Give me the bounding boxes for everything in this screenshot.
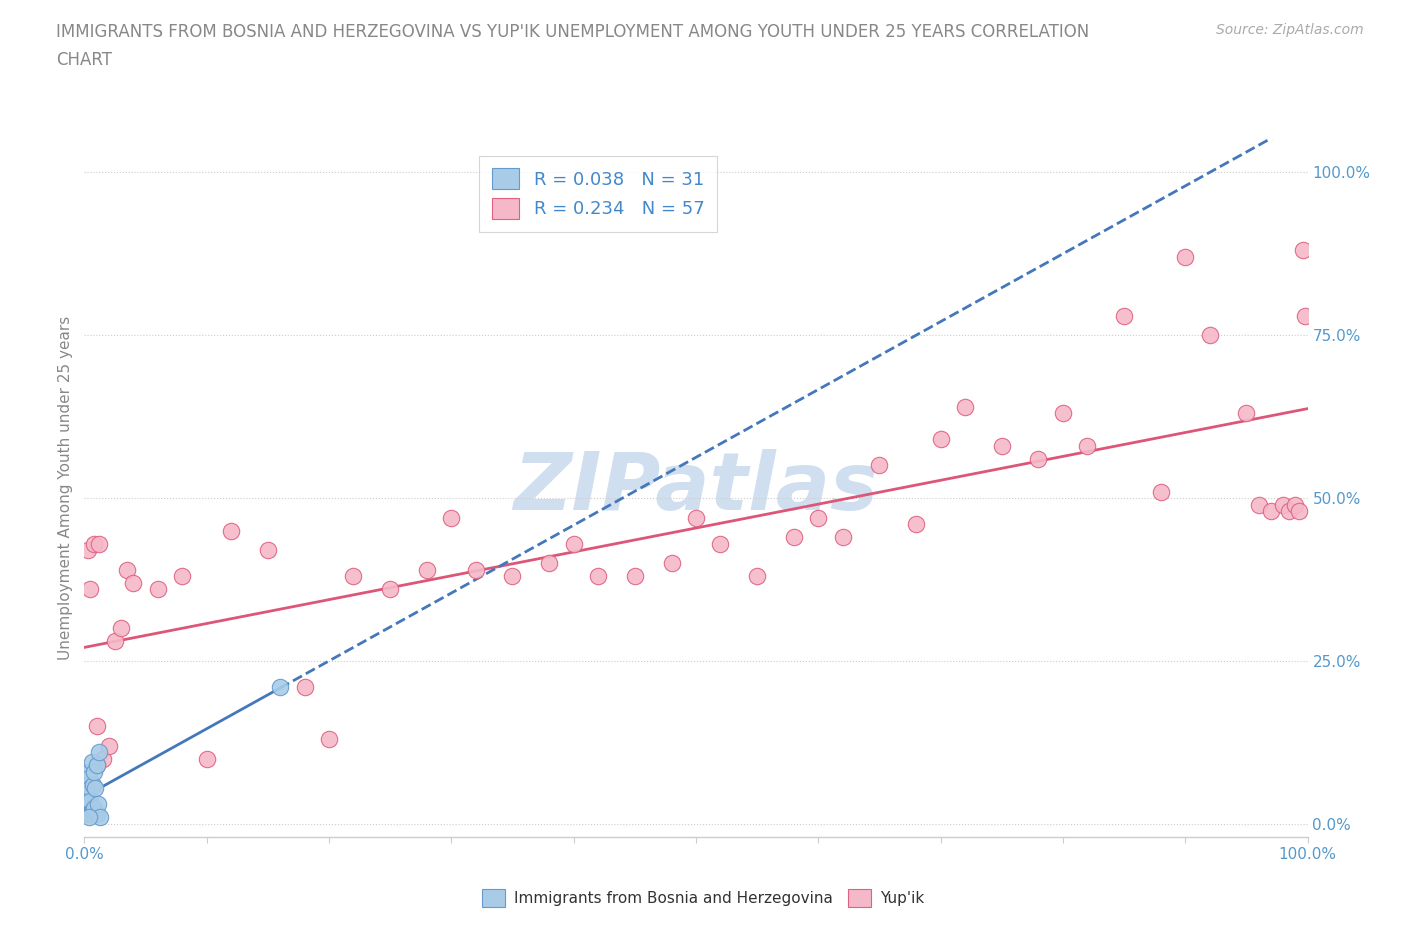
Point bbox=[1198, 327, 1220, 342]
Point bbox=[91, 751, 114, 766]
Point bbox=[1260, 504, 1282, 519]
Point bbox=[104, 634, 127, 649]
Point bbox=[1174, 249, 1197, 264]
Point bbox=[685, 511, 707, 525]
Point bbox=[1272, 498, 1295, 512]
Point bbox=[416, 563, 439, 578]
Point bbox=[1294, 308, 1316, 323]
Point bbox=[1150, 485, 1173, 499]
Point bbox=[77, 777, 100, 792]
Point bbox=[83, 537, 105, 551]
Text: Source: ZipAtlas.com: Source: ZipAtlas.com bbox=[1216, 23, 1364, 37]
Point bbox=[929, 432, 952, 446]
Point bbox=[991, 438, 1014, 453]
Point bbox=[83, 764, 105, 779]
Y-axis label: Unemployment Among Youth under 25 years: Unemployment Among Youth under 25 years bbox=[58, 316, 73, 660]
Point bbox=[195, 751, 218, 766]
Point bbox=[86, 758, 108, 773]
Point bbox=[440, 511, 463, 525]
Point bbox=[502, 569, 524, 584]
Point bbox=[586, 569, 609, 584]
Point bbox=[82, 777, 104, 792]
Point bbox=[661, 556, 683, 571]
Text: IMMIGRANTS FROM BOSNIA AND HERZEGOVINA VS YUP'IK UNEMPLOYMENT AMONG YOUTH UNDER : IMMIGRANTS FROM BOSNIA AND HERZEGOVINA V… bbox=[56, 23, 1090, 41]
Point bbox=[562, 537, 585, 551]
Point bbox=[77, 800, 100, 815]
Point bbox=[1028, 451, 1050, 466]
Point bbox=[172, 569, 194, 584]
Point bbox=[89, 810, 111, 825]
Point bbox=[79, 582, 101, 597]
Point bbox=[77, 543, 100, 558]
Point bbox=[76, 797, 98, 812]
Text: CHART: CHART bbox=[56, 51, 112, 69]
Point bbox=[86, 719, 108, 734]
Point bbox=[747, 569, 769, 584]
Point bbox=[87, 797, 110, 812]
Point bbox=[76, 784, 98, 799]
Point bbox=[83, 800, 105, 815]
Point bbox=[76, 774, 98, 789]
Point bbox=[77, 806, 100, 821]
Point bbox=[342, 569, 364, 584]
Point bbox=[84, 780, 107, 795]
Point bbox=[80, 754, 103, 769]
Point bbox=[709, 537, 731, 551]
Point bbox=[77, 810, 100, 825]
Point bbox=[1278, 504, 1301, 519]
Point bbox=[97, 738, 120, 753]
Point bbox=[269, 680, 291, 695]
Point bbox=[219, 524, 242, 538]
Point bbox=[294, 680, 316, 695]
Point bbox=[1236, 405, 1258, 420]
Legend: R = 0.038   N = 31, R = 0.234   N = 57: R = 0.038 N = 31, R = 0.234 N = 57 bbox=[479, 155, 717, 232]
Point bbox=[1114, 308, 1136, 323]
Point bbox=[77, 771, 100, 786]
Point bbox=[110, 621, 132, 636]
Point bbox=[1076, 438, 1098, 453]
Point bbox=[77, 764, 100, 779]
Point bbox=[464, 563, 486, 578]
Text: ZIPatlas: ZIPatlas bbox=[513, 449, 879, 527]
Point bbox=[538, 556, 561, 571]
Point bbox=[1288, 504, 1310, 519]
Point bbox=[77, 784, 100, 799]
Point bbox=[1284, 498, 1306, 512]
Point bbox=[953, 399, 976, 414]
Point bbox=[79, 806, 101, 821]
Point bbox=[624, 569, 647, 584]
Legend: Immigrants from Bosnia and Herzegovina, Yup'ik: Immigrants from Bosnia and Herzegovina, … bbox=[475, 884, 931, 913]
Point bbox=[82, 804, 104, 818]
Point bbox=[257, 543, 280, 558]
Point bbox=[87, 745, 110, 760]
Point bbox=[783, 530, 806, 545]
Point bbox=[1247, 498, 1270, 512]
Point bbox=[86, 806, 108, 821]
Point bbox=[380, 582, 402, 597]
Point bbox=[75, 780, 97, 795]
Point bbox=[77, 790, 100, 805]
Point bbox=[869, 458, 891, 472]
Point bbox=[115, 563, 138, 578]
Point bbox=[86, 758, 108, 773]
Point bbox=[75, 787, 97, 802]
Point bbox=[807, 511, 830, 525]
Point bbox=[76, 790, 98, 805]
Point bbox=[122, 576, 145, 591]
Point bbox=[80, 804, 103, 818]
Point bbox=[146, 582, 169, 597]
Point bbox=[318, 732, 340, 747]
Point bbox=[1292, 243, 1315, 258]
Point bbox=[76, 767, 98, 782]
Point bbox=[87, 537, 110, 551]
Point bbox=[1052, 405, 1074, 420]
Point bbox=[831, 530, 853, 545]
Point bbox=[905, 517, 928, 532]
Point bbox=[79, 780, 101, 795]
Point bbox=[79, 793, 101, 808]
